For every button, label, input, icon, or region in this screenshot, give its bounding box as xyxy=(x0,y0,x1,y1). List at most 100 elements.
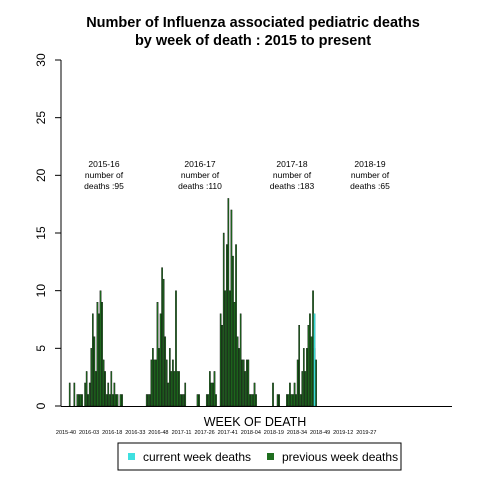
bar-previous-week xyxy=(222,232,225,407)
bar-previous-week xyxy=(301,371,304,407)
x-tick-label: 2018-34 xyxy=(287,430,307,436)
bar-previous-week xyxy=(215,394,217,407)
bar-previous-week xyxy=(299,394,302,407)
bar-previous-week xyxy=(296,359,299,407)
bar-previous-week xyxy=(250,394,253,407)
x-tick-label: 2017-26 xyxy=(195,430,215,436)
bar-previous-week xyxy=(315,359,317,407)
bar-previous-week xyxy=(121,394,123,407)
bar-previous-week xyxy=(172,359,174,407)
bar-previous-week xyxy=(156,302,159,407)
bar-previous-week xyxy=(239,313,242,407)
bar-group xyxy=(68,198,317,407)
chart-subtitle: by week of death : 2015 to present xyxy=(135,33,371,49)
bar-previous-week xyxy=(78,394,80,407)
season-label-title: 2017-18 xyxy=(276,159,307,169)
x-axis-label: WEEK OF DEATH xyxy=(204,415,307,429)
x-axis: 2015-40 2016-03 2016-18 2016-33 2016-48 2017-… xyxy=(56,406,452,436)
bar-previous-week xyxy=(205,394,208,407)
bar-previous-week xyxy=(247,359,250,407)
bar-previous-week xyxy=(170,371,173,407)
bar-previous-week xyxy=(225,244,228,407)
bar-previous-week xyxy=(207,394,210,407)
bar-previous-week xyxy=(295,394,297,407)
bar-previous-week xyxy=(184,382,187,407)
bar-previous-week xyxy=(162,278,165,407)
bar-previous-week xyxy=(238,348,240,407)
season-label-line1: number of xyxy=(181,170,220,180)
season-label-deaths: deaths :183 xyxy=(270,181,315,191)
bar-previous-week xyxy=(213,371,216,407)
y-tick-label: 15 xyxy=(34,226,48,240)
y-tick-label: 10 xyxy=(34,284,48,298)
bar-previous-week xyxy=(304,371,307,407)
y-tick-label: 20 xyxy=(34,168,48,182)
bar-previous-week xyxy=(81,394,83,407)
bar-previous-week xyxy=(84,382,86,407)
bar-previous-week xyxy=(272,382,274,407)
y-tick-label: 30 xyxy=(34,53,48,67)
bar-previous-week xyxy=(292,394,294,407)
x-tick-label: 2016-03 xyxy=(79,430,99,436)
bar-previous-week xyxy=(219,313,222,407)
bar-previous-week xyxy=(101,302,103,407)
season-label-line1: number of xyxy=(273,170,312,180)
bar-previous-week xyxy=(227,198,230,407)
bar-previous-week xyxy=(107,382,110,407)
season-label-line1: number of xyxy=(351,170,390,180)
bar-previous-week xyxy=(198,394,200,407)
bar-previous-week xyxy=(289,382,291,407)
bar-previous-week xyxy=(108,394,111,407)
legend: current week deaths previous week deaths xyxy=(117,442,402,471)
bar-previous-week xyxy=(96,302,99,407)
bar-previous-week xyxy=(73,382,76,407)
bar-previous-week xyxy=(102,359,105,407)
x-tick-label: 2017-11 xyxy=(172,430,192,436)
bar-previous-week xyxy=(150,359,153,407)
bar-previous-week xyxy=(99,290,102,407)
y-tick-label: 5 xyxy=(34,345,48,352)
bar-previous-week xyxy=(88,382,91,407)
bar-previous-week xyxy=(255,394,257,407)
bar-previous-week xyxy=(105,394,108,407)
bar-previous-week xyxy=(95,371,97,407)
bar-previous-week xyxy=(153,359,156,407)
bar-previous-week xyxy=(287,394,290,407)
bar-previous-week xyxy=(173,371,176,407)
bar-previous-week xyxy=(115,394,117,407)
x-tick-label: 2019-12 xyxy=(333,430,353,436)
bar-previous-week xyxy=(76,394,79,407)
bar-previous-week xyxy=(79,394,82,407)
bar-previous-week xyxy=(148,394,151,407)
x-tick-label: 2017-41 xyxy=(218,430,238,436)
bar-previous-week xyxy=(93,336,96,407)
bar-previous-week xyxy=(221,325,224,407)
bar-previous-week xyxy=(286,394,288,407)
season-label-deaths: deaths :65 xyxy=(350,181,390,191)
bar-previous-week xyxy=(229,290,231,407)
legend-label-previous: previous week deaths xyxy=(282,450,398,464)
legend-swatch-previous xyxy=(267,453,274,460)
bar-previous-week xyxy=(244,371,247,407)
season-label-title: 2015-16 xyxy=(88,159,119,169)
x-tick-label: 2018-19 xyxy=(264,430,284,436)
y-tick-label: 0 xyxy=(34,402,48,409)
bar-previous-week xyxy=(298,325,301,407)
legend-swatch-current xyxy=(128,453,135,460)
bar-previous-week xyxy=(242,359,245,407)
chart-title: Number of Influenza associated pediatric… xyxy=(86,15,420,31)
bar-previous-week xyxy=(252,394,254,407)
bar-previous-week xyxy=(90,348,93,407)
bar-previous-week xyxy=(212,382,214,407)
bar-previous-week xyxy=(85,371,88,407)
bar-previous-week xyxy=(181,394,183,407)
x-tick-label: 2015-40 xyxy=(56,430,76,436)
bar-previous-week xyxy=(104,371,106,407)
bar-previous-week xyxy=(312,290,314,407)
bar-previous-week xyxy=(278,394,280,407)
bar-previous-week xyxy=(176,371,179,407)
bar-previous-week xyxy=(306,348,308,407)
bar-previous-week xyxy=(155,359,157,407)
bar-previous-week xyxy=(290,394,293,407)
